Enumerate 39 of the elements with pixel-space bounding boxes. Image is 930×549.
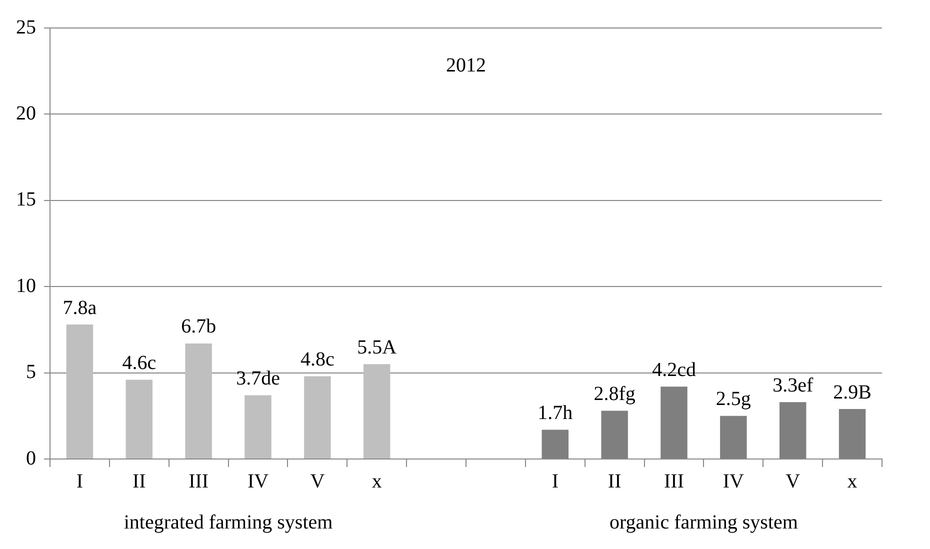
- x-tick-label: x: [847, 470, 858, 492]
- bar: [185, 343, 212, 458]
- y-tick-label: 15: [16, 188, 36, 211]
- bar: [66, 324, 94, 458]
- text: 2012: [446, 54, 486, 76]
- data-label: 4.8c: [300, 348, 334, 370]
- x-tick-label: x: [372, 470, 382, 492]
- x-tick-label: II: [132, 470, 146, 492]
- text: integrated farming system: [124, 511, 334, 534]
- y-tick-label: 25: [16, 16, 36, 38]
- y-tick-label: 5: [26, 361, 36, 384]
- data-label: 4.2cd: [652, 358, 696, 381]
- x-tick-label: IV: [722, 470, 745, 492]
- data-label: 6.7b: [181, 316, 216, 338]
- data-label: 2.9B: [833, 381, 872, 404]
- bar: [363, 364, 390, 458]
- x-tick-label: V: [786, 470, 801, 492]
- bar: [244, 395, 272, 458]
- x-tick-label: III: [188, 470, 209, 492]
- data-label: 3.7de: [236, 367, 280, 390]
- data-label: 5.5A: [357, 336, 398, 358]
- x-tick-label: II: [608, 470, 622, 492]
- y-tick-label: 10: [16, 274, 36, 297]
- data-label: 1.7h: [538, 402, 573, 424]
- x-tick-label: I: [552, 470, 558, 492]
- data-label: 7.8a: [62, 296, 97, 319]
- text: organic farming system: [609, 511, 798, 534]
- x-tick-label: IV: [247, 470, 270, 492]
- x-tick-label: V: [310, 470, 326, 492]
- data-label: 3.3ef: [772, 374, 814, 396]
- data-label: 2.5g: [716, 388, 751, 410]
- data-label: 4.6c: [122, 352, 156, 374]
- y-tick-label: 20: [16, 102, 36, 124]
- x-tick-label: III: [664, 470, 684, 492]
- bar: [126, 380, 153, 458]
- y-tick-label: 0: [26, 447, 36, 470]
- bar: [304, 376, 331, 458]
- data-label: 2.8fg: [594, 382, 636, 405]
- x-tick-label: I: [76, 470, 84, 492]
